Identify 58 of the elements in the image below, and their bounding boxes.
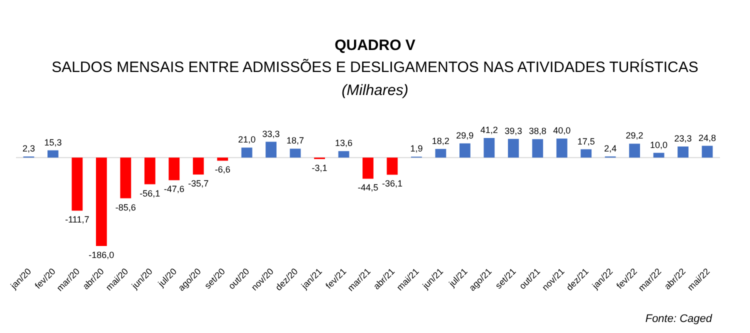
bar xyxy=(120,158,132,198)
bar xyxy=(702,146,713,158)
bar xyxy=(72,158,83,211)
bar xyxy=(678,146,688,158)
data-label: 15,3 xyxy=(44,137,62,148)
bar xyxy=(290,148,301,158)
data-label: -3,1 xyxy=(312,163,328,174)
data-label: 38,8 xyxy=(528,126,546,136)
data-label: 29,9 xyxy=(456,130,474,140)
bar xyxy=(48,150,58,158)
bar xyxy=(192,158,204,175)
data-label: 24,8 xyxy=(698,132,716,143)
bar xyxy=(556,138,568,158)
bar xyxy=(241,148,252,158)
bar xyxy=(144,158,156,184)
data-label: -47,6 xyxy=(164,184,184,194)
data-label: -85,6 xyxy=(115,202,136,212)
data-label: 1,9 xyxy=(410,144,423,154)
bar xyxy=(266,142,277,158)
data-label: 39,3 xyxy=(504,126,522,136)
bar xyxy=(459,143,470,158)
data-label: -6,6 xyxy=(214,164,230,175)
data-label: 21,0 xyxy=(238,134,256,145)
data-label: -56,1 xyxy=(140,188,160,198)
data-label: 2,4 xyxy=(604,143,617,154)
data-label: -44,5 xyxy=(358,182,378,193)
y-axis-title: (Milhares) xyxy=(342,82,408,99)
data-label: 41,2 xyxy=(480,125,498,135)
bar xyxy=(580,149,592,158)
bar xyxy=(435,148,446,158)
chart-subtitle: SALDOS MENSAIS ENTRE ADMISSÕES E DESLIGAMENTOS NAS ATIVIDADES TURÍSTICAS xyxy=(52,58,698,76)
bar xyxy=(653,152,664,158)
bar xyxy=(386,158,398,175)
bar xyxy=(168,158,180,180)
data-label: 29,2 xyxy=(626,130,644,141)
data-label: -35,7 xyxy=(188,178,209,189)
data-label: 18,2 xyxy=(432,136,450,146)
bar xyxy=(338,151,350,158)
bar xyxy=(96,158,107,246)
bar xyxy=(217,158,228,161)
data-label: 13,6 xyxy=(335,138,353,148)
data-label: 18,7 xyxy=(286,136,304,146)
data-label: 10,0 xyxy=(650,140,668,150)
data-label: -111,7 xyxy=(65,214,90,225)
data-label: -186,0 xyxy=(88,250,114,260)
source-note: Fonte: Caged xyxy=(645,313,713,325)
data-label: 17,5 xyxy=(577,136,595,146)
data-label: 40,0 xyxy=(553,126,571,136)
chart-title: QUADRO V xyxy=(334,37,416,54)
bar xyxy=(508,138,519,158)
data-label: 2,3 xyxy=(22,143,35,154)
bar xyxy=(629,144,640,158)
bar xyxy=(532,139,544,158)
bar xyxy=(484,138,495,158)
data-label: 23,3 xyxy=(674,134,692,144)
data-label: 33,3 xyxy=(262,128,280,139)
bar xyxy=(362,158,374,179)
data-label: -36,1 xyxy=(382,178,402,189)
